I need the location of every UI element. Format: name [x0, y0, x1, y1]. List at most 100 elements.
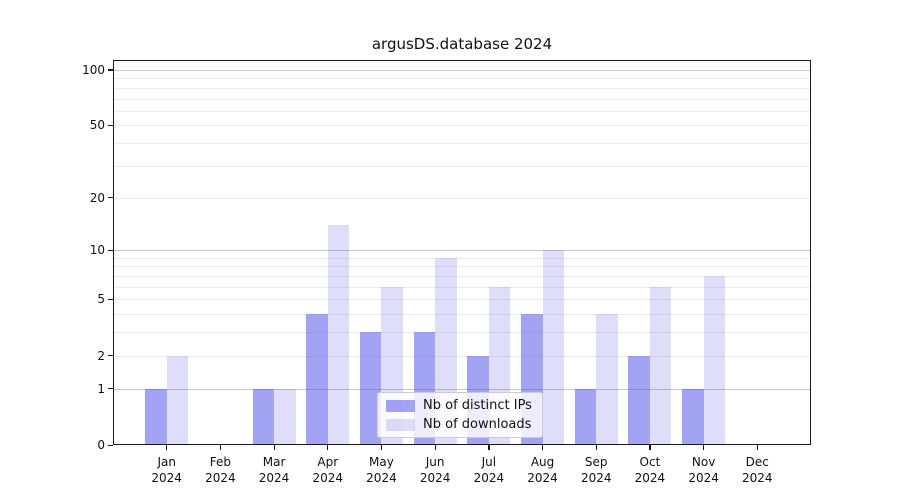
x-axis-tick-mark	[756, 445, 758, 450]
bar-downloads-jan	[166, 355, 189, 445]
bar-downloads-aug	[542, 250, 565, 445]
year-label: 2024	[473, 471, 505, 485]
year-label: 2024	[634, 471, 666, 485]
month-label: Sep	[584, 455, 608, 469]
x-axis-tick-label: Mar 2024	[234, 454, 314, 486]
month-label: Oct	[639, 455, 661, 469]
year-label: 2024	[366, 471, 397, 485]
x-axis-tick-mark	[166, 445, 168, 450]
minor-gridline	[113, 314, 811, 316]
x-axis-tick-mark	[434, 445, 436, 450]
y-axis-tick-mark	[108, 388, 113, 390]
minor-gridline	[113, 143, 811, 145]
x-axis-tick-mark	[273, 445, 275, 450]
minor-gridline	[113, 266, 811, 268]
minor-gridline	[113, 276, 811, 278]
x-axis-tick-mark	[649, 445, 651, 450]
minor-gridline	[113, 125, 811, 127]
month-label: Aug	[530, 455, 555, 469]
x-axis-tick-label: Jul 2024	[449, 454, 529, 486]
y-axis-tick-mark	[108, 124, 113, 127]
legend-label-distinct-ips: Nb of distinct IPs	[423, 398, 532, 413]
year-label: 2024	[205, 471, 236, 485]
x-axis-tick-label: Nov 2024	[664, 454, 744, 486]
month-label: Nov	[691, 455, 716, 469]
bar-distinct-ips-jan	[145, 388, 167, 445]
x-axis-tick-mark	[488, 445, 490, 450]
year-label: 2024	[312, 471, 344, 485]
minor-gridline	[113, 197, 811, 199]
y-axis-tick-label: 50	[89, 118, 105, 133]
bar-distinct-ips-apr	[306, 314, 328, 445]
x-axis-tick-label: Sep 2024	[556, 454, 636, 486]
minor-gridline	[113, 355, 811, 357]
x-axis-tick-label: Aug 2024	[503, 454, 583, 486]
year-label: 2024	[151, 471, 182, 485]
x-axis-tick-mark	[380, 445, 383, 450]
bar-distinct-ips-nov	[682, 388, 704, 445]
y-axis-tick-label: 2	[97, 348, 105, 363]
month-label: Mar	[262, 455, 286, 469]
bar-downloads-mar	[274, 388, 296, 445]
minor-gridline	[113, 286, 811, 288]
month-label: Jan	[157, 455, 176, 469]
bar-distinct-ips-mar	[252, 388, 275, 445]
plot-area: Nb of distinct IPs Nb of downloads 0 1 2 5 1…	[82, 60, 811, 485]
bar-distinct-ips-sep	[574, 388, 597, 445]
y-axis-tick-mark	[108, 197, 113, 199]
month-label: Apr	[317, 455, 339, 469]
x-axis-tick-mark	[542, 445, 544, 450]
bar-downloads-oct	[649, 286, 672, 445]
year-label: 2024	[419, 471, 451, 485]
y-axis-tick-label: 0	[97, 438, 105, 452]
y-axis-tick-mark	[108, 444, 113, 446]
x-axis-tick-mark	[327, 445, 329, 450]
minor-gridline	[113, 332, 811, 334]
year-label: 2024	[527, 471, 558, 485]
year-label: 2024	[688, 471, 719, 485]
bar-downloads-sep	[596, 314, 618, 445]
minor-gridline	[113, 165, 811, 167]
x-axis-tick-label: Oct 2024	[610, 454, 690, 486]
major-gridline	[113, 388, 811, 390]
y-axis-tick-mark	[108, 298, 113, 301]
y-axis-tick-label: 10	[89, 243, 105, 258]
month-label: Dec	[745, 455, 769, 469]
legend-label-downloads: Nb of downloads	[423, 417, 532, 432]
x-axis-tick-mark	[219, 445, 222, 450]
legend-item: Nb of distinct IPs	[386, 398, 532, 413]
x-axis-tick-mark	[595, 445, 597, 450]
x-axis-tick-label: Jan 2024	[127, 454, 207, 486]
y-axis-tick-label: 5	[97, 292, 105, 307]
month-label: Feb	[209, 455, 231, 469]
month-label: Jun	[425, 455, 445, 469]
legend-item: Nb of downloads	[386, 417, 532, 432]
bar-downloads-nov	[703, 276, 726, 445]
x-axis-tick-label: May 2024	[341, 454, 421, 486]
x-axis-tick-label: Dec 2024	[717, 454, 797, 486]
year-label: 2024	[258, 471, 290, 485]
month-label: May	[369, 455, 394, 469]
legend-swatch-distinct-ips	[386, 399, 415, 412]
x-axis-tick-mark	[703, 445, 705, 450]
minor-gridline	[113, 78, 811, 80]
x-axis-tick-label: Feb 2024	[180, 454, 260, 486]
y-axis-tick-label: 1	[97, 381, 105, 396]
bar-distinct-ips-oct	[628, 355, 650, 445]
legend: Nb of distinct IPs Nb of downloads	[377, 392, 543, 438]
minor-gridline	[113, 87, 811, 89]
legend-swatch-downloads	[386, 418, 415, 431]
chart-title: argusDS.database 2024	[371, 35, 553, 53]
x-axis-tick-label: Apr 2024	[288, 454, 368, 486]
year-label: 2024	[742, 471, 773, 485]
y-axis-tick-mark	[108, 355, 113, 357]
minor-gridline	[113, 257, 811, 259]
y-axis-tick-mark	[108, 69, 113, 71]
x-axis-tick-label: Jun 2024	[395, 454, 475, 486]
major-gridline	[113, 250, 811, 252]
major-gridline	[113, 69, 811, 71]
minor-gridline	[113, 299, 811, 301]
month-label: Jul	[481, 455, 497, 469]
year-label: 2024	[580, 471, 612, 485]
